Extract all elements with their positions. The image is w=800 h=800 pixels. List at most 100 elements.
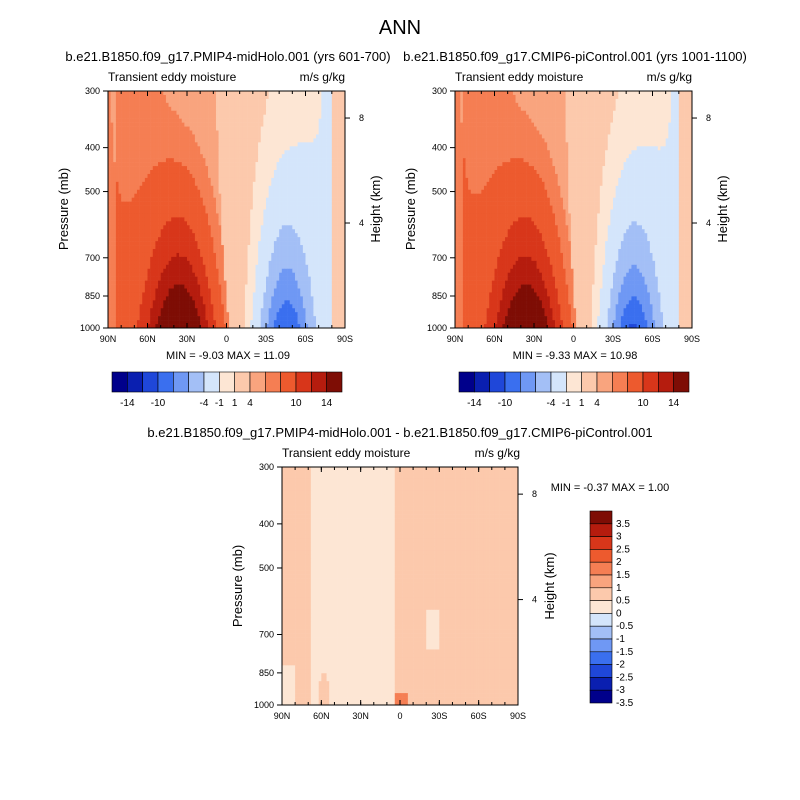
contour-cell — [231, 245, 235, 250]
contour-cell — [316, 197, 319, 202]
contour-cell — [110, 296, 114, 301]
contour-cell — [342, 134, 346, 139]
contour-cell — [171, 189, 175, 194]
contour-cell — [197, 177, 201, 183]
contour-cell — [129, 193, 132, 198]
contour-cell — [142, 205, 146, 210]
contour-cell — [287, 189, 290, 194]
contour-cell — [273, 209, 277, 214]
contour-cell — [113, 158, 117, 163]
contour-cell — [242, 272, 246, 277]
contour-cell — [273, 170, 277, 175]
contour-cell — [160, 292, 164, 297]
contour-cell — [329, 201, 333, 206]
contour-cell — [313, 98, 317, 104]
contour-cell — [334, 102, 338, 108]
contour-cell — [131, 138, 135, 143]
contour-cell — [334, 225, 338, 230]
contour-cell — [136, 134, 140, 139]
contour-cell — [247, 150, 251, 155]
contour-cell — [108, 130, 111, 135]
contour-cell — [221, 249, 225, 254]
contour-cell — [218, 264, 222, 270]
contour-cell — [276, 197, 280, 202]
contour-cell — [210, 162, 214, 167]
contour-cell — [300, 134, 304, 139]
contour-cell — [310, 272, 314, 277]
contour-cell — [313, 292, 317, 297]
contour-cell — [187, 276, 190, 281]
contour-cell — [210, 308, 214, 313]
contour-cell — [250, 114, 254, 119]
contour-cell — [260, 189, 264, 194]
contour-cell — [115, 292, 119, 297]
contour-cell — [279, 130, 283, 135]
contour-cell — [305, 256, 309, 262]
contour-cell — [316, 138, 319, 143]
contour-cell — [226, 91, 230, 96]
contour-cell — [323, 98, 327, 104]
units-label: m/s g/kg — [300, 70, 345, 84]
contour-cell — [205, 98, 209, 104]
contour-cell — [171, 276, 175, 281]
contour-cell — [334, 130, 338, 135]
contour-cell — [292, 189, 296, 194]
contour-cell — [258, 272, 262, 277]
contour-cell — [134, 126, 138, 131]
contour-cell — [184, 221, 188, 226]
contour-cell — [313, 146, 317, 151]
contour-cell — [242, 264, 246, 270]
contour-cell — [150, 122, 154, 127]
contour-cell — [152, 205, 156, 210]
contour-cell — [331, 98, 335, 104]
contour-cell — [115, 166, 119, 171]
contour-cell — [110, 110, 114, 115]
contour-cell — [339, 138, 343, 143]
contour-cell — [150, 260, 154, 266]
contour-cell — [316, 225, 319, 230]
contour-cell — [334, 292, 338, 297]
contour-cell — [129, 134, 132, 139]
contour-cell — [171, 102, 175, 108]
contour-cell — [184, 201, 188, 206]
contour-cell — [229, 154, 233, 159]
contour-cell — [131, 126, 135, 131]
contour-cell — [121, 181, 125, 187]
contour-cell — [337, 225, 341, 230]
contour-cell — [292, 233, 296, 238]
contour-cell — [247, 300, 251, 305]
contour-cell — [334, 118, 338, 123]
contour-cell — [131, 229, 135, 234]
contour-cell — [131, 217, 135, 222]
contour-cell — [276, 296, 280, 301]
contour-cell — [329, 209, 333, 214]
contour-cell — [263, 237, 267, 242]
contour-cell — [115, 213, 119, 218]
contour-cell — [289, 126, 293, 131]
contour-cell — [323, 193, 327, 198]
contour-cell — [136, 173, 140, 179]
contour-cell — [334, 272, 338, 277]
contour-cell — [323, 173, 327, 179]
contour-cell — [308, 181, 312, 187]
contour-cell — [339, 154, 343, 159]
contour-cell — [118, 225, 122, 230]
contour-cell — [297, 146, 301, 151]
contour-cell — [294, 241, 298, 246]
contour-cell — [321, 170, 325, 175]
contour-cell — [250, 118, 254, 123]
contour-cell — [142, 304, 146, 309]
contour-cell — [163, 304, 167, 309]
contour-cell — [260, 146, 264, 151]
contour-cell — [144, 264, 148, 270]
contour-cell — [118, 237, 122, 242]
contour-cell — [147, 205, 151, 210]
contour-cell — [160, 225, 164, 230]
contour-cell — [237, 142, 240, 147]
contour-cell — [200, 162, 204, 167]
contour-cell — [234, 173, 238, 179]
contour-cell — [342, 94, 346, 100]
contour-cell — [321, 122, 325, 127]
contour-cell — [208, 98, 211, 104]
contour-cell — [165, 264, 169, 270]
